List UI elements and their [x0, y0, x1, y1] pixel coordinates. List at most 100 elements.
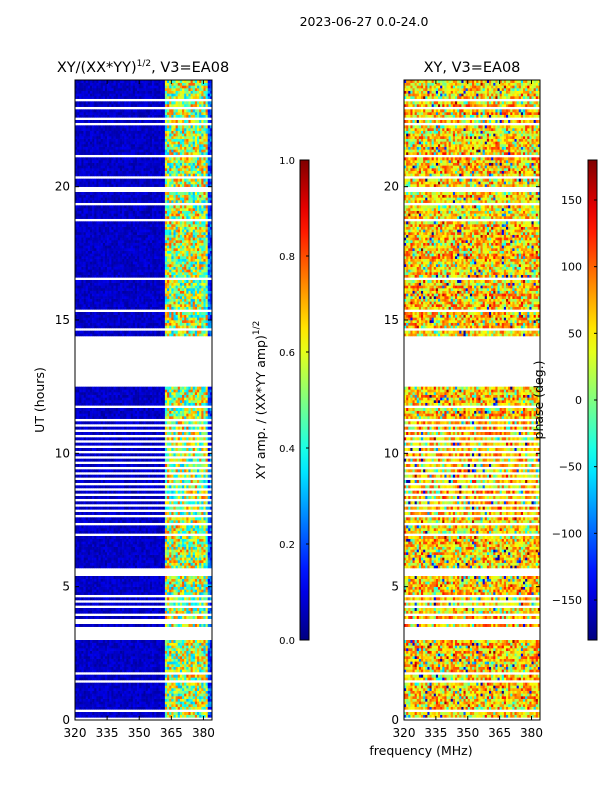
- heatmap-cell: [162, 701, 166, 705]
- heatmap-cell: [179, 485, 183, 489]
- heatmap-cell: [75, 490, 78, 494]
- heatmap-cell: [126, 448, 129, 451]
- heatmap-cell: [79, 688, 82, 691]
- heatmap-cell: [179, 528, 183, 531]
- heatmap-cell: [190, 677, 194, 681]
- heatmap-cell: [186, 693, 189, 697]
- heatmap-cell: [182, 688, 185, 691]
- heatmap-cell: [96, 597, 99, 601]
- heatmap-cell: [173, 690, 176, 694]
- heatmap-cell: [207, 645, 211, 649]
- heatmap-cell: [102, 674, 106, 678]
- heatmap-cell: [98, 674, 101, 678]
- heatmap-cell: [79, 562, 82, 566]
- heatmap-cell: [192, 538, 196, 542]
- heatmap-cell: [143, 432, 146, 435]
- heatmap-cell: [83, 469, 86, 473]
- heatmap-cell: [122, 432, 125, 435]
- heatmap-cell: [154, 650, 157, 654]
- heatmap-cell: [154, 458, 157, 462]
- heatmap-cell: [190, 416, 194, 419]
- heatmap-cell: [81, 530, 84, 534]
- heatmap-cell: [156, 541, 159, 545]
- heatmap-cell: [94, 453, 97, 457]
- heatmap-cell: [92, 648, 95, 651]
- heatmap-cell: [109, 656, 112, 659]
- heatmap-cell: [94, 413, 97, 417]
- heatmap-cell: [188, 552, 191, 555]
- heatmap-cell: [169, 610, 172, 614]
- heatmap-cell: [81, 549, 84, 553]
- heatmap-cell: [145, 506, 149, 510]
- heatmap-cell: [119, 520, 123, 523]
- heatmap-cell: [139, 656, 142, 659]
- heatmap-cell: [126, 416, 129, 419]
- heatmap-cell: [81, 640, 84, 643]
- heatmap-cell: [160, 578, 164, 582]
- heatmap-cell: [134, 661, 138, 665]
- heatmap-cell: [158, 712, 161, 715]
- heatmap-cell: [154, 706, 157, 710]
- heatmap-cell: [179, 688, 183, 691]
- heatmap-cell: [119, 658, 123, 662]
- heatmap-cell: [126, 682, 129, 686]
- heatmap-cell: [107, 485, 110, 489]
- heatmap-cell: [162, 501, 166, 505]
- heatmap-cell: [111, 597, 114, 601]
- heatmap-cell: [171, 448, 174, 451]
- heatmap-cell: [130, 437, 134, 441]
- heatmap-cell: [122, 496, 125, 499]
- heatmap-cell: [169, 698, 172, 702]
- heatmap-cell: [167, 650, 170, 654]
- heatmap-cell: [75, 549, 78, 553]
- heatmap-cell: [98, 544, 101, 547]
- heatmap-cell: [102, 512, 106, 515]
- heatmap-cell: [102, 538, 106, 542]
- heatmap-cell: [171, 485, 174, 489]
- heatmap-cell: [119, 610, 123, 614]
- heatmap-cell: [169, 656, 172, 659]
- heatmap-cell: [104, 501, 108, 505]
- heatmap-cell: [77, 546, 80, 550]
- heatmap-cell: [173, 496, 176, 499]
- heatmap-cell: [201, 666, 204, 670]
- heatmap-cell: [194, 506, 198, 510]
- heatmap-cell: [149, 480, 153, 483]
- heatmap-cell: [199, 560, 202, 563]
- heatmap-cell: [122, 602, 125, 606]
- heatmap-cell: [75, 536, 78, 539]
- heatmap-cell: [143, 693, 146, 697]
- heatmap-cell: [117, 704, 121, 707]
- heatmap-cell: [96, 432, 99, 435]
- heatmap-cell: [132, 701, 136, 705]
- heatmap-cell: [109, 578, 112, 582]
- heatmap-cell: [145, 565, 149, 569]
- heatmap-cell: [134, 656, 138, 659]
- heatmap-cell: [113, 512, 116, 515]
- heatmap-cell: [209, 690, 213, 694]
- heatmap-cell: [147, 581, 151, 585]
- heatmap-cell: [188, 653, 191, 657]
- amplitude-heatmap: [75, 80, 213, 718]
- heatmap-cell: [111, 701, 114, 705]
- heatmap-cell: [94, 624, 97, 627]
- heatmap-cell: [186, 448, 189, 451]
- heatmap-cell: [179, 650, 183, 654]
- heatmap-cell: [98, 464, 101, 467]
- heatmap-cell: [154, 685, 157, 689]
- heatmap-cell: [98, 690, 101, 694]
- heatmap-cell: [92, 520, 95, 523]
- heatmap-cell: [134, 645, 138, 649]
- heatmap-cell: [203, 586, 206, 590]
- heatmap-cell: [122, 576, 125, 579]
- heatmap-cell: [79, 402, 82, 406]
- heatmap-cell: [141, 640, 144, 643]
- heatmap-cell: [115, 554, 119, 558]
- heatmap-cell: [171, 712, 174, 715]
- heatmap-cell: [128, 554, 131, 558]
- heatmap-cell: [111, 645, 114, 649]
- heatmap-cell: [207, 408, 211, 411]
- heatmap-cell: [194, 536, 198, 539]
- heatmap-cell: [171, 698, 174, 702]
- heatmap-cell: [96, 602, 99, 606]
